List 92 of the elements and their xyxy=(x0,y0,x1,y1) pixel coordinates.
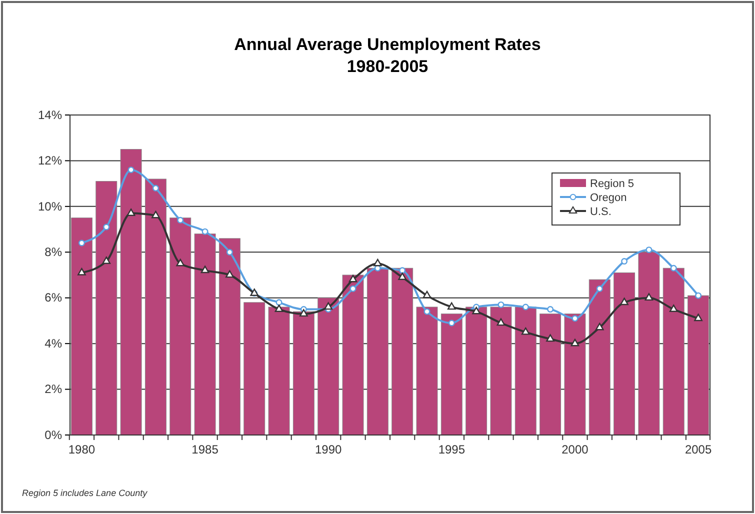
point xyxy=(324,302,333,310)
bar xyxy=(514,306,536,436)
text: Region 5 includes Lane County xyxy=(22,488,148,498)
bar xyxy=(540,314,562,436)
bar xyxy=(416,306,438,436)
point xyxy=(398,272,406,280)
point xyxy=(177,216,184,224)
bar xyxy=(392,268,414,436)
bar xyxy=(366,268,388,436)
bar xyxy=(292,311,314,436)
point xyxy=(546,334,554,342)
point xyxy=(572,315,578,322)
point xyxy=(102,256,111,264)
y-tick-label: 0% xyxy=(44,428,62,442)
y-tick-label: 12% xyxy=(38,154,62,168)
x-tick-label: 1990 xyxy=(314,442,342,457)
point xyxy=(620,298,628,306)
point xyxy=(621,258,628,265)
chart-subtitle: 1980-2005 xyxy=(346,57,428,76)
point xyxy=(496,318,506,326)
x-tick-label: 2000 xyxy=(562,442,589,457)
point xyxy=(78,268,86,276)
point xyxy=(498,301,504,308)
point xyxy=(126,208,136,216)
bar xyxy=(588,279,610,436)
bar xyxy=(440,314,462,436)
bar xyxy=(218,238,240,436)
bar xyxy=(638,252,660,436)
bar xyxy=(244,302,266,436)
y-tick-label: 8% xyxy=(44,244,62,259)
bar xyxy=(466,306,488,436)
point xyxy=(226,270,234,278)
bar xyxy=(318,298,340,436)
point xyxy=(669,304,678,312)
point xyxy=(350,285,356,292)
y-tick-label: 6% xyxy=(44,290,62,305)
point xyxy=(226,248,233,256)
point xyxy=(274,304,284,312)
x-tick-label: 2005 xyxy=(684,442,712,457)
bar xyxy=(342,274,364,436)
bar xyxy=(662,268,684,436)
bar xyxy=(144,178,166,436)
point xyxy=(695,292,702,299)
point xyxy=(176,258,185,266)
point xyxy=(448,320,455,326)
bar xyxy=(194,234,216,436)
x-tick-label: 1980 xyxy=(68,442,96,457)
point xyxy=(348,274,358,282)
point xyxy=(424,308,430,315)
bar xyxy=(564,314,586,436)
point xyxy=(570,338,580,346)
point xyxy=(374,258,382,266)
point xyxy=(595,322,604,330)
bar xyxy=(70,218,92,436)
point xyxy=(276,299,282,306)
point xyxy=(78,240,85,246)
point xyxy=(152,210,160,218)
point xyxy=(694,314,702,322)
x-tick-label: 1985 xyxy=(192,442,219,457)
point xyxy=(596,285,603,292)
point xyxy=(103,224,110,230)
point xyxy=(644,293,654,301)
y-tick-label: 2% xyxy=(44,382,62,396)
y-tick-label: 14% xyxy=(38,108,62,122)
legend-label: Region 5 xyxy=(590,178,634,190)
point xyxy=(522,304,529,310)
point xyxy=(152,184,159,192)
x-tick-label: 1995 xyxy=(438,442,466,457)
point xyxy=(447,302,456,310)
bar xyxy=(614,272,636,436)
point xyxy=(521,327,530,335)
y-tick-label: 10% xyxy=(38,199,62,214)
point xyxy=(670,264,677,272)
point xyxy=(472,306,480,314)
bar xyxy=(96,181,118,436)
legend-label: Oregon xyxy=(590,192,627,204)
bar xyxy=(490,306,512,436)
bar xyxy=(170,218,192,436)
legend-label: U.S. xyxy=(590,206,612,218)
point xyxy=(399,267,406,274)
point xyxy=(422,290,432,298)
bar xyxy=(688,295,710,436)
point xyxy=(202,228,208,235)
point xyxy=(300,309,308,317)
bar xyxy=(268,306,290,436)
point xyxy=(200,266,210,274)
y-tick-label: 4% xyxy=(44,336,62,350)
point xyxy=(646,246,652,254)
chart-title: Annual Average Unemployment Rates xyxy=(234,35,541,54)
point xyxy=(128,166,134,174)
point xyxy=(547,306,554,313)
bar xyxy=(120,149,142,436)
